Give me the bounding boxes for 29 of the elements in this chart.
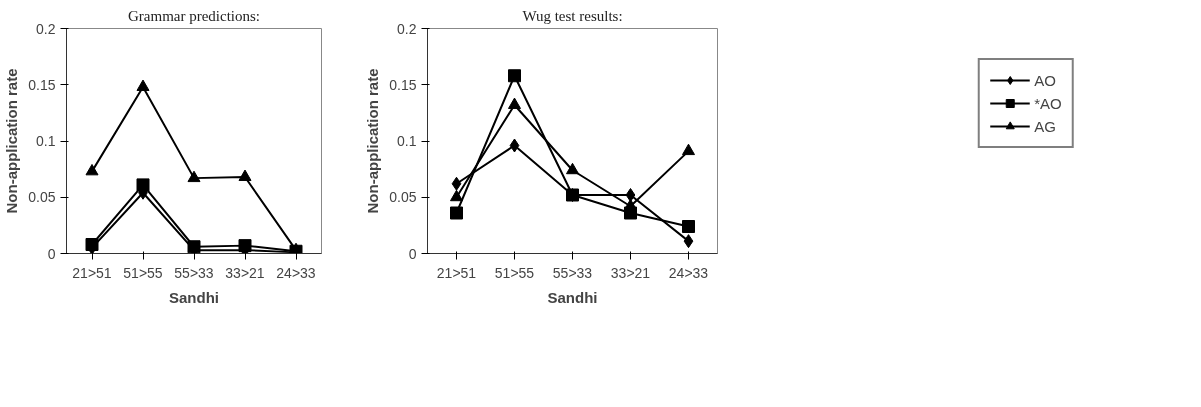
x-tick-label: 55>33	[174, 264, 214, 281]
x-tick-label: 55>33	[552, 264, 593, 281]
y-tick-label: 0	[408, 245, 417, 262]
x-tick-label: 51>55	[123, 264, 163, 281]
y-tick-label: 0	[47, 245, 56, 262]
legend-label: AO	[1034, 71, 1056, 89]
x-tick-label: 24>33	[668, 264, 709, 281]
x-tick-label: 24>33	[276, 264, 316, 281]
chart-title: Grammar predictions:	[127, 7, 261, 24]
y-tick-label: 0.15	[389, 76, 417, 93]
y-tick-label: 0.05	[389, 189, 417, 206]
legend-label: AG	[1034, 117, 1056, 135]
legend-label: *AO	[1034, 94, 1062, 112]
y-tick-label: 0.1	[36, 133, 56, 149]
y-tick-label: 0.2	[36, 20, 56, 37]
x-tick-label: 33>21	[225, 264, 265, 281]
x-tick-label: 21>51	[72, 264, 112, 281]
y-axis-title: Non-application rate	[364, 68, 382, 214]
x-tick-label: 21>51	[436, 264, 477, 281]
x-axis-title: Sandhi	[547, 288, 598, 306]
x-axis-title: Sandhi	[169, 288, 220, 306]
x-tick-label: 33>21	[610, 264, 651, 281]
y-tick-label: 0.2	[397, 20, 417, 37]
y-tick-label: 0.1	[397, 133, 417, 149]
chart-title: Wug test results:	[522, 7, 623, 24]
y-tick-label: 0.05	[28, 189, 56, 206]
x-tick-label: 51>55	[494, 264, 535, 281]
y-axis-title: Non-application rate	[3, 68, 21, 214]
y-tick-label: 0.15	[28, 76, 56, 93]
